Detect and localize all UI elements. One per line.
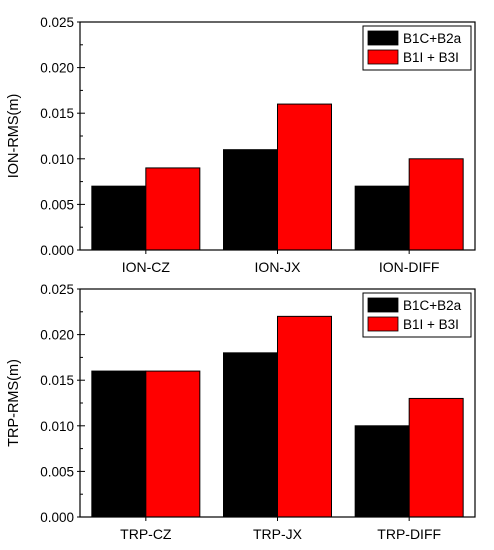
y-tick-label: 0.020 [40, 328, 74, 343]
legend: B1C+B2a B1I + B3I [362, 292, 472, 338]
bar-b1c-b2a-trp-cz [91, 370, 147, 518]
legend-swatch [367, 297, 399, 313]
category-label: ION-DIFF [379, 259, 440, 275]
legend-swatch [367, 316, 399, 332]
legend-label: B1I + B3I [403, 317, 459, 332]
y-tick-label: 0.000 [40, 243, 74, 258]
legend-swatch [367, 49, 399, 65]
bar-b1i-b3i-ion-cz [145, 167, 201, 251]
y-tick-label: 0.020 [40, 61, 74, 76]
bar-b1i-b3i-trp-cz [145, 370, 201, 518]
category-label: TRP-JX [253, 526, 303, 542]
category-label: ION-CZ [122, 259, 171, 275]
chart-trp-rms: 0.000 0.005 0.010 0.015 0.020 0.025 TRP-CZ TRP-… [6, 282, 476, 542]
chart-ion-rms: 0.000 0.005 0.010 0.015 0.020 0.025 ION-CZ ION-… [6, 15, 476, 275]
y-tick-label: 0.015 [40, 106, 74, 121]
bar-b1i-b3i-trp-jx [277, 315, 332, 518]
y-axis-title: TRP-RMS(m) [6, 359, 22, 447]
legend-label: B1I + B3I [403, 50, 459, 65]
y-tick-label: 0.005 [40, 197, 74, 212]
bar-b1c-b2a-ion-jx [223, 149, 278, 251]
bar-b1i-b3i-ion-diff [408, 158, 464, 251]
bar-b1c-b2a-trp-jx [223, 352, 278, 518]
category-label: ION-JX [255, 259, 302, 275]
bar-b1c-b2a-trp-diff [354, 425, 410, 518]
bar-b1i-b3i-ion-jx [277, 103, 332, 251]
legend: B1C+B2a B1I + B3I [362, 25, 472, 71]
legend-swatch [367, 30, 399, 46]
y-tick-label: 0.005 [40, 464, 74, 479]
y-tick-label: 0.000 [40, 510, 74, 525]
category-label: TRP-DIFF [377, 526, 441, 542]
bar-b1c-b2a-ion-cz [91, 185, 147, 251]
category-label: TRP-CZ [120, 526, 172, 542]
y-tick-label: 0.010 [40, 419, 74, 434]
y-tick-label: 0.015 [40, 373, 74, 388]
legend-label: B1C+B2a [403, 31, 462, 46]
legend-label: B1C+B2a [403, 298, 462, 313]
bar-b1c-b2a-ion-diff [354, 185, 410, 251]
y-tick-label: 0.025 [40, 282, 74, 297]
y-tick-label: 0.010 [40, 152, 74, 167]
bar-b1i-b3i-trp-diff [408, 397, 464, 518]
y-axis-title: ION-RMS(m) [6, 94, 22, 179]
y-tick-label: 0.025 [40, 15, 74, 30]
